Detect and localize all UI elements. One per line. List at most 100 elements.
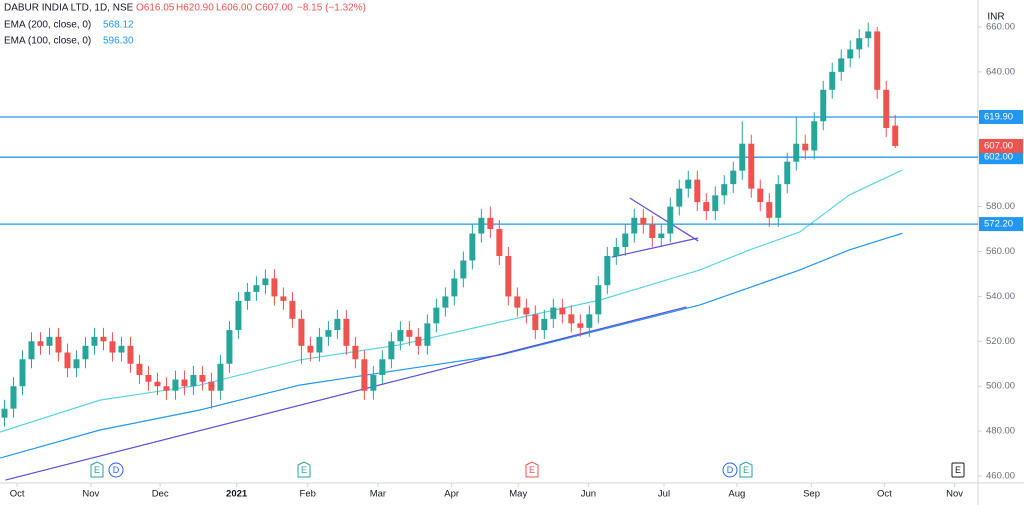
candle-body — [37, 341, 44, 346]
candle-body — [64, 352, 71, 369]
candle-body — [766, 202, 773, 218]
candle-body — [1, 408, 8, 418]
level-label-bg — [979, 217, 1023, 232]
ema-line — [0, 232, 903, 459]
candle-body — [757, 188, 764, 203]
candle-body — [721, 184, 728, 196]
y-tick-label: 640.00 — [986, 66, 1015, 77]
candle-body — [163, 386, 170, 391]
candle-body — [856, 38, 863, 50]
candle-body — [694, 179, 701, 203]
candle-body — [559, 307, 566, 315]
candle-body — [829, 71, 836, 90]
candle-body — [676, 188, 683, 207]
event-icon — [297, 461, 311, 478]
candle-body — [298, 318, 305, 346]
candle-body — [631, 217, 638, 234]
candle-body — [190, 374, 197, 387]
currency: INR — [987, 12, 1004, 23]
candle-body — [595, 285, 602, 315]
candle-body — [46, 336, 53, 346]
candle-body — [181, 379, 188, 387]
x-tick-label: Apr — [444, 489, 459, 500]
candle-body — [802, 143, 809, 151]
candle-body — [820, 89, 827, 122]
candle-body — [523, 307, 530, 315]
candle-body — [118, 345, 125, 353]
candle-body — [19, 359, 26, 387]
candle-body — [658, 233, 665, 239]
candle-body — [316, 336, 323, 353]
candle-body — [469, 233, 476, 261]
candle-body — [451, 278, 458, 297]
event-label[interactable]: D — [113, 465, 120, 475]
candle-body — [226, 330, 233, 364]
candle-body — [424, 323, 431, 346]
candle-body — [415, 336, 422, 346]
event-icon — [951, 462, 965, 478]
candle-body — [892, 125, 899, 146]
candle-body — [199, 374, 206, 382]
candle-body — [379, 359, 386, 375]
candle-body — [496, 229, 503, 256]
candle-body — [712, 195, 719, 212]
event-label[interactable]: E — [529, 465, 535, 475]
y-tick-label: 560.00 — [986, 246, 1015, 257]
candle-body — [532, 314, 539, 331]
candle-body — [145, 374, 152, 382]
event-icon — [525, 461, 539, 478]
candle-body — [478, 217, 485, 234]
candle-body — [109, 341, 116, 353]
candle-body — [739, 143, 746, 171]
candle-body — [748, 143, 755, 189]
event-icon — [739, 461, 753, 478]
candle-body — [667, 206, 674, 234]
candle-body — [730, 170, 737, 185]
candle-body — [442, 296, 449, 308]
candle-body — [325, 330, 332, 337]
candle-body — [334, 318, 341, 331]
candle-body — [361, 359, 368, 391]
candle-body — [505, 255, 512, 297]
y-tick-label: 480.00 — [986, 426, 1015, 437]
event-icon — [90, 461, 104, 478]
candle-body — [271, 278, 278, 297]
event-label[interactable]: E — [955, 465, 961, 475]
candle-body — [100, 336, 107, 342]
candle-body — [370, 374, 377, 391]
candle-body — [172, 379, 179, 391]
candle-body — [568, 314, 575, 324]
last-price-label: 607.00 — [984, 140, 1013, 151]
last-price-bg — [979, 138, 1023, 153]
x-tick-label: Oct — [877, 489, 892, 500]
level-label: 619.90 — [984, 112, 1013, 123]
candle-body — [244, 291, 251, 301]
event-icon — [108, 462, 124, 478]
event-label[interactable]: E — [301, 465, 307, 475]
candle-body — [775, 184, 782, 218]
candle-body — [874, 31, 881, 90]
candle-body — [91, 336, 98, 346]
candle-body — [136, 363, 143, 375]
event-label[interactable]: E — [94, 465, 100, 475]
level-label: 602.00 — [984, 152, 1013, 163]
event-label[interactable]: D — [727, 465, 734, 475]
candle-body — [586, 314, 593, 328]
candle-body — [685, 179, 692, 189]
candle-body — [208, 381, 215, 391]
x-tick-label: Mar — [370, 489, 386, 500]
candle-body — [217, 363, 224, 391]
candle-body — [847, 49, 854, 59]
candle-body — [352, 345, 359, 360]
ohlc-low: L606.00 — [216, 3, 253, 14]
candle-body — [613, 247, 620, 256]
event-label[interactable]: E — [743, 465, 749, 475]
candle-body — [73, 359, 80, 369]
candle-body — [433, 307, 440, 324]
candle-body — [235, 300, 242, 331]
change: −8.15 (−1.32%) — [297, 3, 366, 14]
candle-body — [865, 31, 872, 39]
ema-legend: EMA (200, close, 0) — [4, 20, 91, 31]
